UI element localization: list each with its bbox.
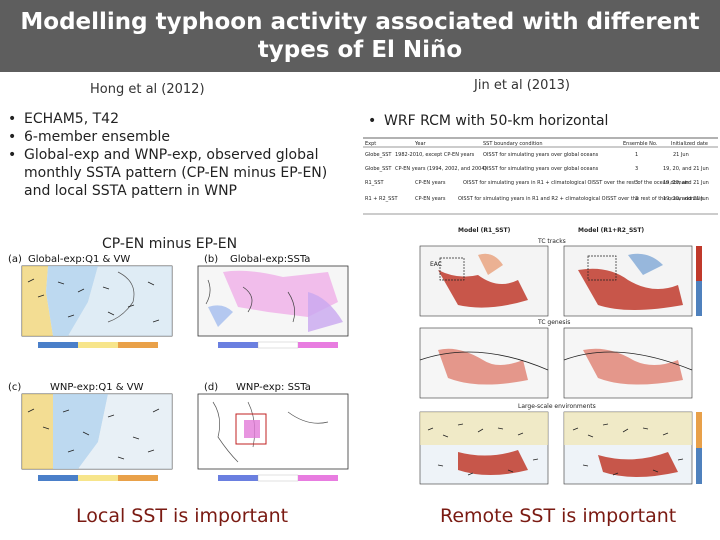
panel-a-title: Global-exp:Q1 & VW <box>28 254 130 265</box>
left-conclusion: Local SST is important <box>76 505 289 527</box>
slide-title-line2: types of El Niño <box>257 37 463 63</box>
panel-b-label: (b) <box>204 254 218 265</box>
svg-text:R1_SST: R1_SST <box>365 180 385 186</box>
left-figure-svg: (a) Global-exp:Q1 & VW (b) Global-exp:SS… <box>8 254 349 482</box>
slide-title-line1: Modelling typhoon activity associated wi… <box>20 9 700 35</box>
svg-text:Expt: Expt <box>365 141 376 147</box>
panel-d-title: WNP-exp: SSTa <box>236 382 311 393</box>
svg-text:R1 + R2_SST: R1 + R2_SST <box>365 196 399 202</box>
panel-b <box>197 265 349 349</box>
panel-b-title: Global-exp:SSTa <box>230 254 310 265</box>
svg-text:CP-EN years: CP-EN years <box>415 180 446 186</box>
svg-text:21 Jun: 21 Jun <box>673 152 689 158</box>
right-bullet-1: WRF RCM with 50-km horizontal <box>362 112 712 130</box>
svg-text:OISST for simulating years in: OISST for simulating years in R1 and R2 … <box>458 196 703 202</box>
panel-d <box>197 393 349 482</box>
panel-a <box>21 265 173 348</box>
svg-text:OISST for simulating years in: OISST for simulating years in R1 + clima… <box>463 180 689 186</box>
svg-text:1982-2010, except CP-EN years: 1982-2010, except CP-EN years <box>395 152 475 158</box>
svg-text:Initialized date: Initialized date <box>671 141 708 147</box>
svg-text:Globe_SST: Globe_SST <box>365 152 392 158</box>
row1-label: TC tracks <box>537 238 566 245</box>
svg-text:19, 20, and 21 Jun: 19, 20, and 21 Jun <box>663 180 709 186</box>
title-bar: Modelling typhoon activity associated wi… <box>0 0 720 72</box>
left-bullets: ECHAM5, T42 6-member ensemble Global-exp… <box>2 110 352 200</box>
left-bullet-1: ECHAM5, T42 <box>2 110 352 128</box>
eac-label: EAC <box>430 261 442 268</box>
right-figure: Model (R1_SST) Model (R1+R2_SST) TC trac… <box>398 220 710 496</box>
right-bullets: WRF RCM with 50-km horizontal <box>362 112 712 130</box>
svg-text:3: 3 <box>635 196 638 202</box>
svg-text:CP-EN years: CP-EN years <box>415 196 446 202</box>
model2-label: Model (R1+R2_SST) <box>578 227 644 234</box>
panel-c-title: WNP-exp:Q1 & VW <box>50 382 144 393</box>
panel-a-label: (a) <box>8 254 22 265</box>
svg-text:1: 1 <box>635 152 638 158</box>
panel-c <box>21 393 173 481</box>
left-bullet-3: Global-exp and WNP-exp, observed global … <box>2 146 352 200</box>
panel-c-label: (c) <box>8 382 21 393</box>
panel-d-label: (d) <box>204 382 218 393</box>
svg-text:Ensemble No.: Ensemble No. <box>623 141 658 147</box>
row2-label: TC genesis <box>537 319 570 326</box>
right-conclusion: Remote SST is important <box>440 505 677 527</box>
svg-text:Year: Year <box>414 141 427 147</box>
left-reference: Hong et al (2012) <box>90 82 205 97</box>
right-reference: Jin et al (2013) <box>474 78 570 93</box>
row3-label: Large-scale environments <box>518 403 596 410</box>
svg-text:OISST for simulating years ove: OISST for simulating years over global o… <box>483 152 599 158</box>
svg-text:Globe_SST: Globe_SST <box>365 166 392 172</box>
svg-text:CP-EN years (1994, 2002, and 2: CP-EN years (1994, 2002, and 2004) <box>395 166 487 172</box>
svg-text:SST boundary condition: SST boundary condition <box>483 141 543 147</box>
left-figure-caption: CP-EN minus EP-EN <box>102 236 238 252</box>
left-bullet-2: 6-member ensemble <box>2 128 352 146</box>
left-figure: (a) Global-exp:Q1 & VW (b) Global-exp:SS… <box>8 252 358 497</box>
svg-text:19, 20, and 21 Jun: 19, 20, and 21 Jun <box>663 166 709 172</box>
svg-text:3: 3 <box>635 180 638 186</box>
svg-text:19, 20, and 21 Jun: 19, 20, and 21 Jun <box>663 196 709 202</box>
svg-text:OISST for simulating years ove: OISST for simulating years over global o… <box>483 166 599 172</box>
model1-label: Model (R1_SST) <box>458 227 511 234</box>
svg-text:3: 3 <box>635 166 638 172</box>
experiment-table: Expt Year SST boundary condition Ensembl… <box>363 134 718 216</box>
